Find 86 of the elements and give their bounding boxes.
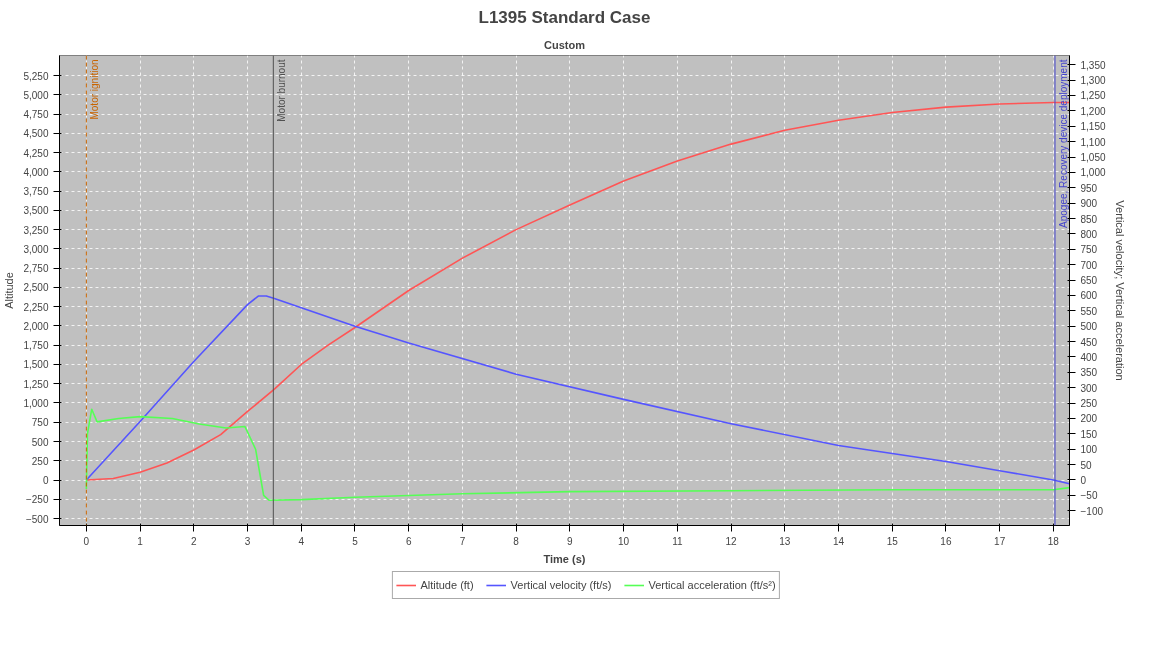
x-tick-label: 1 <box>137 535 144 547</box>
y-tick-label: 5,250 <box>23 70 49 82</box>
y-tick-label: 3,000 <box>23 243 49 255</box>
x-tick-label: 5 <box>352 535 359 547</box>
y-tick-label: 4,000 <box>23 166 49 178</box>
legend-label: Vertical acceleration (ft/s²) <box>648 579 776 591</box>
y2-tick-label: −100 <box>1080 505 1104 517</box>
x-tick-label: 3 <box>244 535 251 547</box>
y-tick-label: 5,000 <box>23 89 49 101</box>
x-tick-label: 7 <box>459 535 466 547</box>
y-tick-label: 2,750 <box>23 263 49 275</box>
y2-tick-label: 900 <box>1080 198 1098 210</box>
y-tick-label: 1,500 <box>23 359 49 371</box>
x-tick-label: 10 <box>618 535 630 547</box>
y2-tick-label: 1,350 <box>1080 59 1106 71</box>
y2-axis-title: Vertical velocity; Vertical acceleration <box>1113 200 1126 381</box>
y2-tick-label: 650 <box>1080 275 1098 287</box>
y-tick-label: 250 <box>31 455 49 467</box>
y2-tick-label: −50 <box>1080 490 1098 502</box>
x-tick-label: 13 <box>779 535 791 547</box>
y-tick-label: 3,250 <box>23 224 49 236</box>
y-tick-label: 1,250 <box>23 378 49 390</box>
line-series <box>85 408 1070 502</box>
x-tick-label: 12 <box>725 535 738 547</box>
y2-tick-label: 800 <box>1080 228 1098 240</box>
y2-tick-label: 0 <box>1080 474 1087 486</box>
y2-tick-label: 1,100 <box>1080 136 1106 148</box>
y2-tick-label: 250 <box>1080 398 1098 410</box>
x-tick-label: 0 <box>83 535 90 547</box>
y2-tick-label: 950 <box>1080 182 1098 194</box>
y2-tick-label: 1,300 <box>1080 75 1106 87</box>
y2-tick-label: 400 <box>1080 351 1098 363</box>
y2-tick-label: 500 <box>1080 321 1098 333</box>
y2-tick-label: 150 <box>1080 428 1098 440</box>
y2-tick-label: 300 <box>1080 382 1098 394</box>
y-tick-label: 2,500 <box>23 282 49 294</box>
y-tick-label: 4,500 <box>23 128 49 140</box>
x-tick-label: 15 <box>886 535 899 547</box>
y2-tick-label: 1,050 <box>1080 152 1106 164</box>
y-tick-label: 4,250 <box>23 147 49 159</box>
y-tick-label: 2,250 <box>23 301 49 313</box>
ref-line-label: Motor burnout <box>276 59 288 122</box>
y-tick-label: −500 <box>25 513 49 525</box>
x-tick-label: 9 <box>567 535 574 547</box>
y2-tick-label: 1,200 <box>1080 105 1106 117</box>
y2-tick-label: 850 <box>1080 213 1098 225</box>
ref-line-label: Motor ignition <box>89 59 101 120</box>
x-axis-title: Time (s) <box>543 552 586 565</box>
y-tick-label: 2,000 <box>23 320 49 332</box>
x-tick-label: 16 <box>940 535 952 547</box>
y-tick-label: 500 <box>31 436 49 448</box>
y-tick-label: −250 <box>25 494 49 506</box>
x-tick-label: 8 <box>513 535 520 547</box>
x-tick-label: 17 <box>994 535 1006 547</box>
chart-subtitle: Custom <box>544 38 586 51</box>
y2-tick-label: 50 <box>1080 459 1093 471</box>
chart-title: L1395 Standard Case <box>478 7 651 27</box>
y-tick-label: 0 <box>42 475 49 487</box>
y2-tick-label: 350 <box>1080 367 1098 379</box>
legend-label: Altitude (ft) <box>420 579 474 591</box>
y2-tick-label: 700 <box>1080 259 1098 271</box>
y2-tick-label: 450 <box>1080 336 1098 348</box>
y-axis-title: Altitude <box>3 272 16 309</box>
y-tick-label: 4,750 <box>23 109 49 121</box>
y-tick-label: 3,750 <box>23 186 49 198</box>
y-tick-label: 1,750 <box>23 340 49 352</box>
y2-tick-label: 1,250 <box>1080 90 1106 102</box>
x-tick-label: 4 <box>298 535 305 547</box>
y2-tick-label: 750 <box>1080 244 1098 256</box>
x-tick-label: 14 <box>832 535 845 547</box>
y2-tick-label: 1,150 <box>1080 121 1106 133</box>
y-tick-label: 750 <box>31 417 49 429</box>
y2-tick-label: 200 <box>1080 413 1098 425</box>
line-series <box>85 295 1070 485</box>
y2-tick-label: 100 <box>1080 444 1098 456</box>
ref-line-label: Apogee, Recovery device deployment <box>1057 59 1069 228</box>
x-tick-label: 11 <box>672 535 683 547</box>
x-tick-label: 18 <box>1047 535 1060 547</box>
x-tick-label: 6 <box>405 535 412 547</box>
y2-tick-label: 550 <box>1080 305 1098 317</box>
y2-tick-label: 600 <box>1080 290 1098 302</box>
y-tick-label: 3,500 <box>23 205 49 217</box>
y2-tick-label: 1,000 <box>1080 167 1106 179</box>
x-tick-label: 2 <box>191 535 198 547</box>
y-tick-label: 1,000 <box>23 397 49 409</box>
legend-label: Vertical velocity (ft/s) <box>510 579 612 591</box>
